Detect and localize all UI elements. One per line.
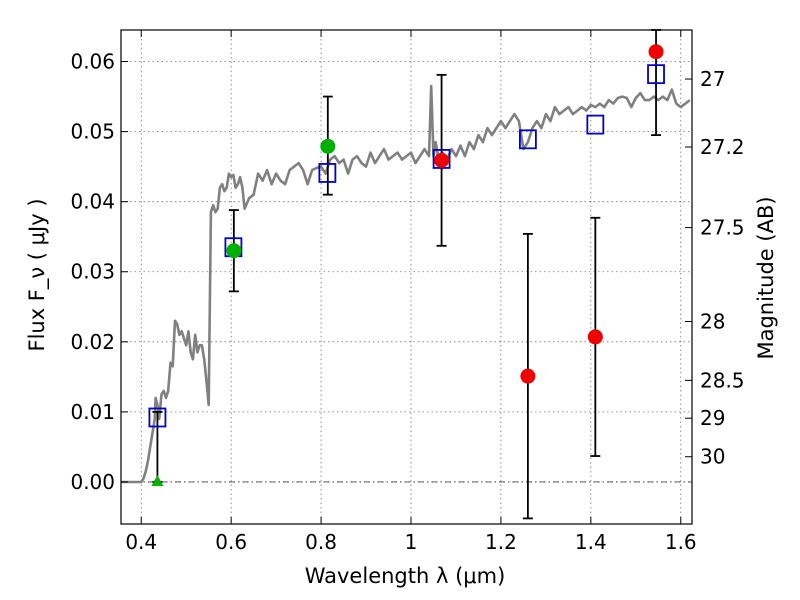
- x-tick-label: 0.8: [305, 530, 337, 554]
- magnitude-tick-label: 28.5: [700, 368, 745, 392]
- model-point: [518, 129, 537, 150]
- red-points: [434, 44, 664, 384]
- magnitude-axis-ticks: 27 27.2 27.5 28 28.5 29 30: [685, 67, 745, 469]
- red-point: [520, 368, 536, 384]
- x-tick-label: 1.2: [485, 530, 517, 554]
- template-spectrum: [121, 84, 691, 484]
- x-tick-label: 0.4: [125, 530, 157, 554]
- x-tick-label: 0.6: [215, 530, 247, 554]
- y-tick-label: 0.01: [70, 400, 115, 424]
- magnitude-tick-label: 27: [700, 67, 725, 91]
- magnitude-tick-label: 29: [700, 406, 725, 430]
- x-tick-label: 1: [405, 530, 418, 554]
- model-point: [647, 64, 665, 85]
- y-tick-label: 0.04: [70, 190, 115, 214]
- model-point: [318, 163, 337, 183]
- magnitude-tick-label: 28: [700, 309, 725, 333]
- red-point: [648, 44, 664, 60]
- green-points: [151, 138, 336, 486]
- y-axis-ticks: 0.00 0.01 0.02 0.03 0.04 0.05 0.06: [70, 50, 128, 494]
- y-tick-label: 0.03: [70, 260, 115, 284]
- magnitude-tick-label: 27.5: [700, 216, 745, 240]
- y-tick-label: 0.02: [70, 330, 115, 354]
- x-axis-ticks: 0.4 0.6 0.8 1 1.2 1.4 1.6: [125, 30, 697, 554]
- green-point: [320, 138, 336, 154]
- model-point: [148, 407, 167, 428]
- red-point: [434, 152, 450, 168]
- y-tick-label: 0.00: [70, 470, 115, 494]
- red-point: [587, 329, 603, 345]
- model-point: [432, 149, 451, 169]
- model-point: [586, 114, 605, 135]
- y-tick-label: 0.05: [70, 120, 115, 144]
- magnitude-axis-label: Magnitude (AB): [754, 196, 778, 359]
- y-axis-label: Flux F_ν ( μJy ): [25, 198, 50, 351]
- plot-frame: [120, 29, 693, 525]
- x-axis-label: Wavelength λ (μm): [305, 564, 506, 588]
- x-tick-label: 1.6: [665, 530, 697, 554]
- magnitude-tick-label: 30: [700, 445, 725, 469]
- green-triangle-point: [151, 474, 164, 486]
- green-point: [226, 243, 242, 259]
- template-spectrum-line: [121, 84, 691, 484]
- magnitude-tick-label: 27.2: [700, 135, 745, 159]
- y-tick-label: 0.06: [70, 50, 115, 74]
- x-tick-label: 1.4: [575, 530, 607, 554]
